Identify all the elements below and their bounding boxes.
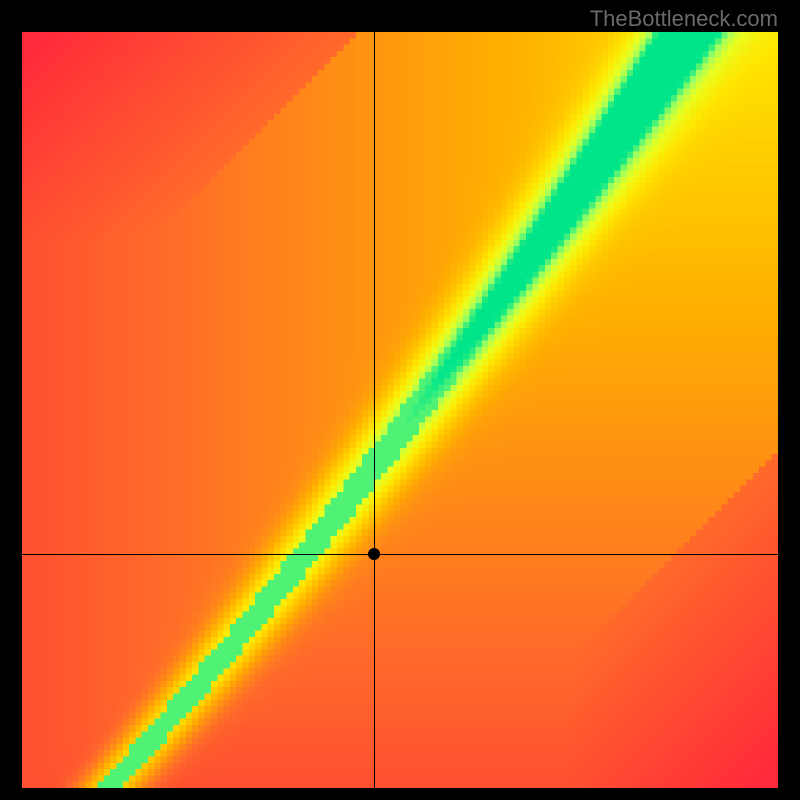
crosshair-horizontal — [22, 554, 778, 555]
heatmap-canvas — [22, 32, 778, 788]
plot-area — [22, 32, 778, 788]
crosshair-vertical — [374, 32, 375, 788]
watermark-text: TheBottleneck.com — [590, 6, 778, 32]
data-point-marker — [368, 548, 380, 560]
